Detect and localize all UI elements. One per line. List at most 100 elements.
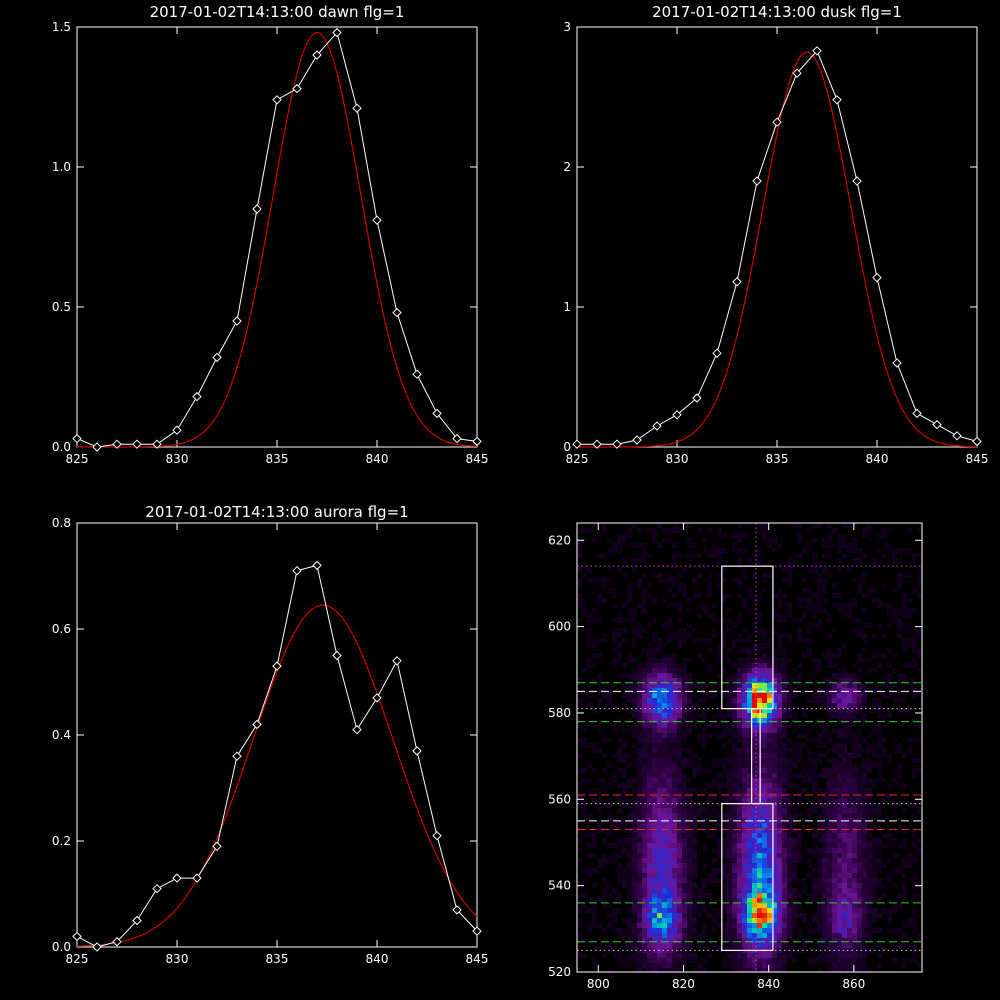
heatmap-cell [607,858,612,863]
heatmap-cell [887,928,892,933]
heatmap-cell [592,743,597,748]
heatmap-cell [672,698,677,703]
heatmap-cell [867,863,872,868]
heatmap-cell [817,928,822,933]
heatmap-cell [642,778,647,783]
heatmap-cell [652,763,657,768]
heatmap-cell [722,868,727,873]
heatmap-cell [632,693,637,698]
heatmap-cell [757,763,762,768]
heatmap-cell [732,918,737,923]
heatmap-cell [632,613,637,618]
heatmap-cell [742,923,747,928]
heatmap-cell [872,868,877,873]
heatmap-cell [827,778,832,783]
heatmap-cell [742,863,747,868]
heatmap-cell [832,803,837,808]
heatmap-cell [647,593,652,598]
heatmap-cell [837,713,842,718]
heatmap-cell [622,693,627,698]
heatmap-cell [577,968,582,973]
heatmap-cell [782,833,787,838]
heatmap-cell [737,558,742,563]
line-panel-y-tick-label: 0.0 [52,440,71,454]
heatmap-cell [632,893,637,898]
heatmap-cell [577,918,582,923]
heatmap-cell [737,638,742,643]
heatmap-cell [802,773,807,778]
heatmap-cell [837,548,842,553]
heatmap-cell [712,848,717,853]
heatmap-cell [657,748,662,753]
heatmap-cell [907,628,912,633]
heatmap-cell [862,578,867,583]
heatmap-cell [667,658,672,663]
heatmap-cell [767,788,772,793]
heatmap-cell [622,943,627,948]
heatmap-cell [587,928,592,933]
heatmap-cell [757,943,762,948]
heatmap-cell [812,698,817,703]
heatmap-cell [832,713,837,718]
heatmap-cell [732,673,737,678]
heatmap-cell [902,873,907,878]
heatmap-cell [722,773,727,778]
heatmap-cell [897,843,902,848]
heatmap-cell [662,528,667,533]
heatmap-cell [807,873,812,878]
heatmap-cell [742,603,747,608]
heatmap-cell [687,698,692,703]
heatmap-cell [737,873,742,878]
heatmap-cell [792,953,797,958]
heatmap-cell [867,588,872,593]
heatmap-cell [642,888,647,893]
heatmap-cell [837,818,842,823]
heatmap-cell [662,938,667,943]
heatmap-cell [647,738,652,743]
heatmap-cell [782,878,787,883]
heatmap-cell [747,733,752,738]
heatmap-cell [782,788,787,793]
data-point-marker [152,883,162,894]
heatmap-cell [882,543,887,548]
data-point-marker [452,433,462,444]
heatmap-cell [617,843,622,848]
heatmap-cell [667,968,672,973]
heatmap-cell [872,883,877,888]
heatmap-cell [817,593,822,598]
heatmap-cell [707,583,712,588]
heatmap-cell [647,623,652,628]
heatmap-cell [647,683,652,688]
heatmap-cell [742,803,747,808]
heatmap-cell [592,883,597,888]
heatmap-cell [887,838,892,843]
heatmap-cell [587,663,592,668]
heatmap-cell [697,808,702,813]
heatmap-cell [782,903,787,908]
heatmap-cell [917,593,922,598]
heatmap-cell [832,908,837,913]
heatmap-cell [587,788,592,793]
heatmap-cell [637,858,642,863]
heatmap-cell [887,793,892,798]
heatmap-cell [677,968,682,973]
heatmap-cell [762,643,767,648]
heatmap-cell [857,733,862,738]
heatmap-cell [767,638,772,643]
heatmap-cell [647,728,652,733]
heatmap-cell [732,958,737,963]
heatmap-cell [917,688,922,693]
heatmap-cell [642,718,647,723]
heatmap-cell [822,928,827,933]
heatmap-cell [642,603,647,608]
heatmap-cell [632,713,637,718]
heatmap-cell [717,583,722,588]
heatmap-cell [887,603,892,608]
heatmap-cell [727,893,732,898]
heatmap-cell [752,828,757,833]
heatmap-cell [722,633,727,638]
heatmap-cell [637,863,642,868]
heatmap-cell [857,703,862,708]
heatmap-cell [912,693,917,698]
heatmap-cell [772,653,777,658]
